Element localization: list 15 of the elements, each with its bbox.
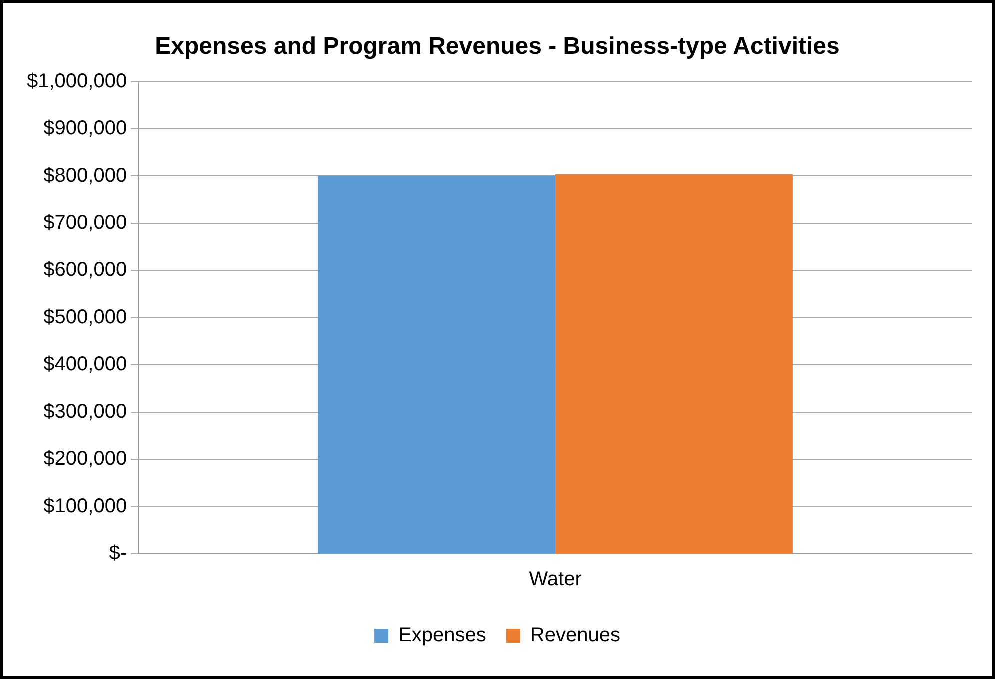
y-tick-label: $1,000,000 bbox=[26, 70, 128, 92]
y-tick-label: $800,000 bbox=[44, 164, 128, 187]
y-tick-label: $600,000 bbox=[44, 259, 128, 282]
y-tick-label: $700,000 bbox=[44, 212, 128, 234]
legend-label: Revenues bbox=[530, 624, 620, 647]
y-tick-label: $- bbox=[109, 542, 128, 565]
y-tick-label: $900,000 bbox=[44, 118, 128, 140]
y-tick-label: $500,000 bbox=[44, 306, 128, 328]
y-tick-label: $100,000 bbox=[44, 495, 128, 518]
x-tick-label: Water bbox=[529, 568, 582, 591]
y-tick-label: $400,000 bbox=[44, 354, 128, 376]
chart-title: Expenses and Program Revenues - Business-type Activities bbox=[155, 33, 840, 60]
y-tick-label: $300,000 bbox=[44, 400, 128, 423]
legend-label: Expenses bbox=[398, 624, 486, 647]
y-tick-label: $200,000 bbox=[44, 448, 128, 470]
